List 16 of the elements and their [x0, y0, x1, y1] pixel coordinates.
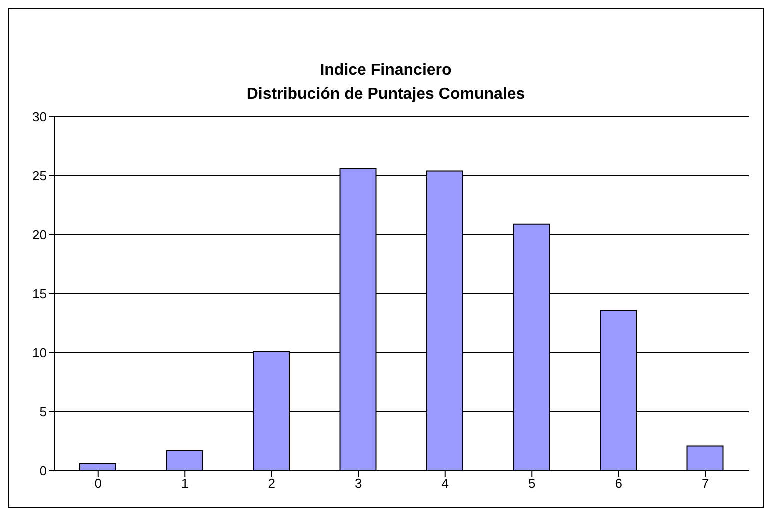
x-tick-label: 3	[355, 476, 362, 492]
x-tick-label: 4	[442, 476, 449, 492]
y-tick-label: 15	[32, 286, 47, 302]
x-tick-label: 2	[268, 476, 276, 492]
x-tick-label: 6	[615, 476, 622, 492]
y-tick-label: 5	[40, 404, 47, 420]
x-tick-label: 5	[528, 476, 536, 492]
x-tick-label: 1	[182, 476, 189, 492]
y-tick-label: 30	[32, 110, 47, 125]
x-tick-label: 7	[702, 476, 710, 492]
y-tick-label: 0	[40, 464, 47, 479]
y-tick-label: 10	[32, 346, 47, 361]
y-tick-label: 25	[32, 168, 47, 184]
chart-title: Indice Financiero Distribución de Puntajes Comunales	[246, 61, 526, 105]
x-tick-label: 0	[94, 476, 102, 492]
y-tick-label: 20	[32, 228, 47, 243]
